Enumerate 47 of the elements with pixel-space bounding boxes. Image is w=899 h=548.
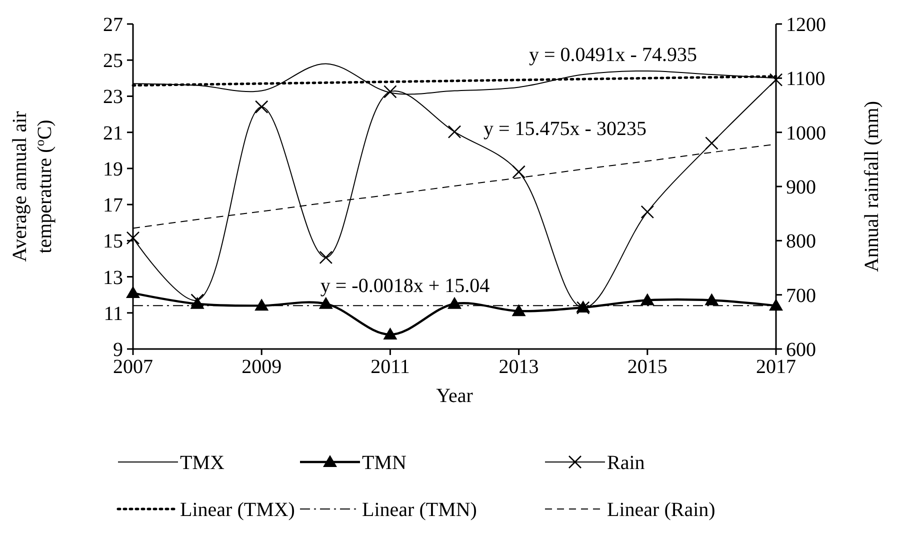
- legend-label: TMN: [362, 452, 406, 474]
- point: [190, 294, 204, 307]
- point: [704, 293, 719, 306]
- y-tick-label: 11: [104, 302, 123, 325]
- legend-label: TMX: [180, 452, 225, 474]
- point: [769, 73, 783, 86]
- point: [640, 293, 654, 306]
- point: [254, 100, 268, 114]
- y-tick-label: 17: [103, 194, 123, 217]
- legend-label: Linear (TMX): [180, 499, 295, 521]
- point: [512, 165, 526, 179]
- annotation: y = 0.0491x - 74.935: [529, 44, 697, 66]
- y-tick-label: 25: [103, 50, 123, 72]
- x-tick-label: 2011: [370, 356, 410, 378]
- point: [640, 205, 654, 219]
- y-tick-label: 13: [103, 266, 123, 289]
- y2-axis-title: Annual rainfall (mm): [861, 100, 883, 272]
- point: [254, 298, 269, 311]
- y2-tick-label: 1200: [786, 14, 826, 36]
- y-tick-label: 23: [103, 86, 123, 108]
- point: [319, 250, 333, 264]
- point: [769, 298, 783, 311]
- y2-tick-label: 700: [786, 284, 816, 307]
- x-tick-label: 2013: [498, 356, 539, 378]
- x-axis-title: Year: [436, 385, 474, 407]
- y2-tick-label: 1000: [786, 122, 826, 144]
- y2-tick-label: 800: [786, 230, 816, 253]
- point: [705, 136, 718, 150]
- legend-label: Rain: [607, 452, 645, 474]
- y2-tick-label: 900: [786, 176, 816, 198]
- y-tick-label: 27: [103, 14, 123, 36]
- y-tick-label: 21: [103, 122, 123, 144]
- y-tick-label: 15: [103, 230, 123, 253]
- point: [448, 125, 462, 138]
- point: [384, 85, 397, 98]
- point: [383, 328, 398, 340]
- y-tick-label: 19: [103, 158, 123, 180]
- x-tick-label: 2009: [242, 356, 282, 378]
- legend-label: Linear (Rain): [607, 499, 716, 521]
- y2-tick-label: 1100: [786, 68, 826, 90]
- annotation: y = 15.475x - 30235: [484, 118, 646, 140]
- point: [126, 231, 140, 245]
- annotation: y = -0.0018x + 15.04: [320, 275, 490, 297]
- point: [512, 304, 526, 316]
- legend-label: Linear (TMN): [362, 499, 477, 521]
- x-tick-label: 2015: [627, 356, 668, 378]
- point: [126, 286, 140, 298]
